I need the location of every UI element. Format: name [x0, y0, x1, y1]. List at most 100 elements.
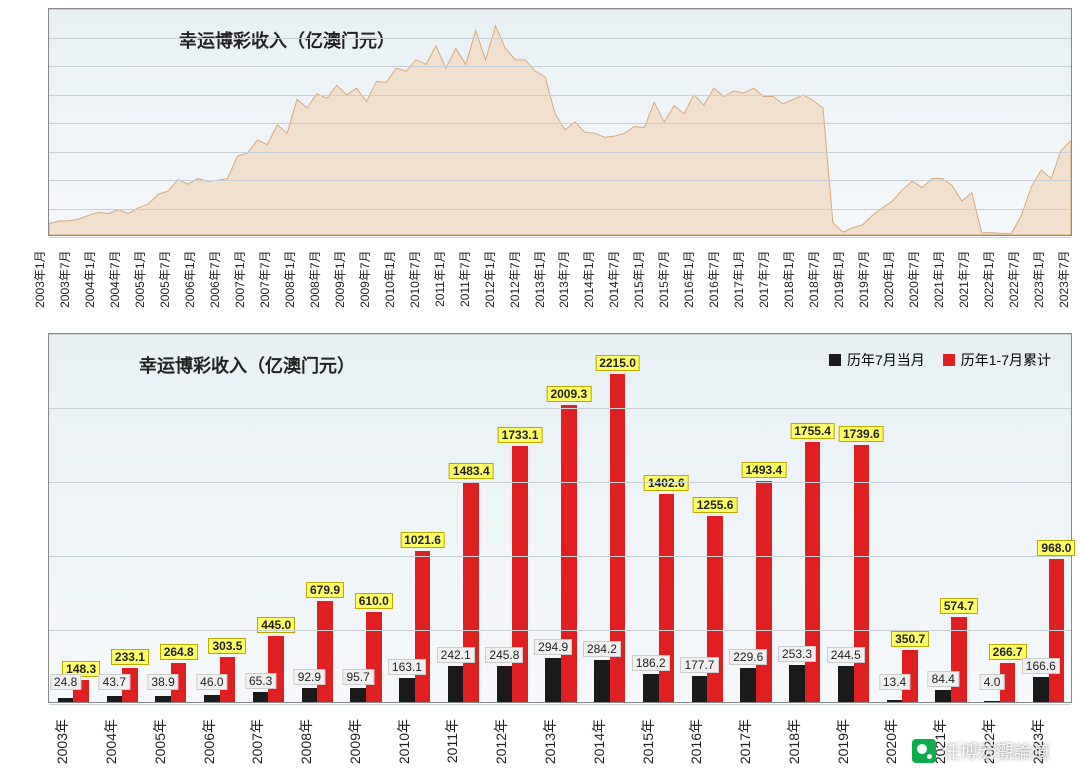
- data-label-cumulative: 1739.6: [839, 426, 884, 442]
- x-tick: 2021年1月: [930, 251, 947, 308]
- bar-july: [302, 688, 318, 702]
- legend-item: 历年7月当月: [829, 350, 925, 370]
- bars-layer: 148.324.8233.143.7264.838.9303.546.0445.…: [49, 334, 1071, 702]
- watermark: 任博宏觀論道: [912, 738, 1050, 764]
- x-tick: 2014年1月: [580, 251, 597, 308]
- bar-july: [740, 668, 756, 702]
- legend: 历年7月当月 历年1-7月累计: [829, 350, 1051, 370]
- data-label-cumulative: 968.0: [1037, 540, 1075, 556]
- gridline: [49, 408, 1071, 409]
- x-tick: 2008年1月: [281, 251, 298, 308]
- bar-cumulative: [415, 551, 431, 702]
- x-tick: 2011年: [442, 719, 462, 763]
- chart1-title: 幸运博彩收入（亿澳门元）: [179, 27, 395, 53]
- bar-july: [155, 696, 171, 702]
- x-tick: 2006年7月: [206, 251, 223, 308]
- gridline: [49, 38, 1071, 39]
- bar-cumulative: [317, 601, 333, 702]
- gridline: [49, 9, 1071, 10]
- x-tick: 2010年1月: [381, 251, 398, 308]
- data-label-july: 294.9: [534, 639, 572, 655]
- bar-july: [692, 676, 708, 702]
- x-tick: 2015年: [638, 719, 658, 764]
- bar-july: [935, 690, 951, 702]
- bar-july: [545, 658, 561, 702]
- x-tick: 2015年1月: [630, 251, 647, 308]
- bar-july: [253, 692, 269, 702]
- x-tick: 2003年1月: [31, 251, 48, 308]
- bar-cumulative: [268, 636, 284, 702]
- x-tick: 2007年7月: [256, 251, 273, 308]
- gridline: [49, 209, 1071, 210]
- x-tick: 2009年7月: [356, 251, 373, 308]
- data-label-cumulative: 233.1: [111, 649, 149, 665]
- data-label-july: 13.4: [879, 674, 910, 690]
- x-tick: 2009年: [345, 719, 365, 764]
- x-tick: 2022年1月: [980, 251, 997, 308]
- x-tick: 2019年7月: [855, 251, 872, 308]
- data-label-july: 84.4: [928, 671, 959, 687]
- x-tick: 2023年1月: [1030, 251, 1047, 308]
- bar-july: [984, 701, 1000, 702]
- data-label-cumulative: 574.7: [940, 598, 978, 614]
- x-tick: 2013年: [540, 719, 560, 764]
- data-label-cumulative: 350.7: [891, 631, 929, 647]
- legend-label: 历年7月当月: [847, 350, 925, 370]
- data-label-july: 163.1: [388, 659, 426, 675]
- x-tick: 2014年: [589, 719, 609, 764]
- bar-july: [107, 696, 123, 702]
- data-label-july: 92.9: [294, 669, 325, 685]
- bar-cumulative: [756, 481, 772, 702]
- x-tick: 2013年7月: [555, 251, 572, 308]
- gridline: [49, 123, 1071, 124]
- area-chart: 0.0050.00100.00150.00200.00250.00300.003…: [0, 0, 1080, 320]
- data-label-july: 245.8: [485, 647, 523, 663]
- bar-cumulative: [366, 612, 382, 702]
- x-tick: 2016年7月: [705, 251, 722, 308]
- gridline: [49, 334, 1071, 335]
- bar-july: [58, 698, 74, 702]
- bar-july: [448, 666, 464, 702]
- data-label-cumulative: 610.0: [355, 593, 393, 609]
- data-label-cumulative: 1402.6: [644, 475, 689, 491]
- x-tick: 2008年: [296, 719, 316, 764]
- x-tick: 2005年7月: [156, 251, 173, 308]
- legend-swatch: [943, 354, 955, 366]
- x-tick: 2005年: [150, 719, 170, 764]
- x-tick: 2022年7月: [1005, 251, 1022, 308]
- x-tick: 2014年7月: [605, 251, 622, 308]
- bar-july: [1033, 677, 1049, 702]
- x-tick: 2010年: [394, 719, 414, 764]
- x-tick: 2007年1月: [231, 251, 248, 308]
- data-label-cumulative: 679.9: [306, 582, 344, 598]
- x-tick: 2013年1月: [531, 251, 548, 308]
- data-label-cumulative: 1493.4: [741, 462, 786, 478]
- gridline: [49, 237, 1071, 238]
- bar-july: [643, 674, 659, 702]
- chart2-title: 幸运博彩收入（亿澳门元）: [139, 352, 355, 378]
- bar-cumulative: [707, 516, 723, 702]
- data-label-july: 177.7: [680, 657, 718, 673]
- data-label-july: 166.6: [1022, 658, 1060, 674]
- x-tick: 2012年7月: [506, 251, 523, 308]
- x-tick: 2019年: [833, 719, 853, 764]
- data-label-july: 186.2: [632, 655, 670, 671]
- gridline: [49, 95, 1071, 96]
- data-label-july: 242.1: [437, 647, 475, 663]
- data-label-cumulative: 2009.3: [546, 386, 591, 402]
- data-label-july: 229.6: [729, 649, 767, 665]
- x-tick: 2020年7月: [905, 251, 922, 308]
- data-label-july: 253.3: [778, 646, 816, 662]
- x-tick: 2020年: [881, 719, 901, 764]
- x-tick: 2017年: [735, 719, 755, 764]
- x-tick: 2006年: [199, 719, 219, 764]
- x-tick: 2012年: [491, 719, 511, 764]
- x-tick: 2007年: [247, 719, 267, 764]
- data-label-cumulative: 266.7: [989, 644, 1027, 660]
- x-tick: 2011年7月: [456, 251, 473, 307]
- legend-label: 历年1-7月累计: [961, 350, 1051, 370]
- x-tick: 2006年1月: [181, 251, 198, 308]
- x-tick: 2015年7月: [655, 251, 672, 308]
- x-tick: 2018年1月: [780, 251, 797, 308]
- data-label-july: 65.3: [245, 673, 276, 689]
